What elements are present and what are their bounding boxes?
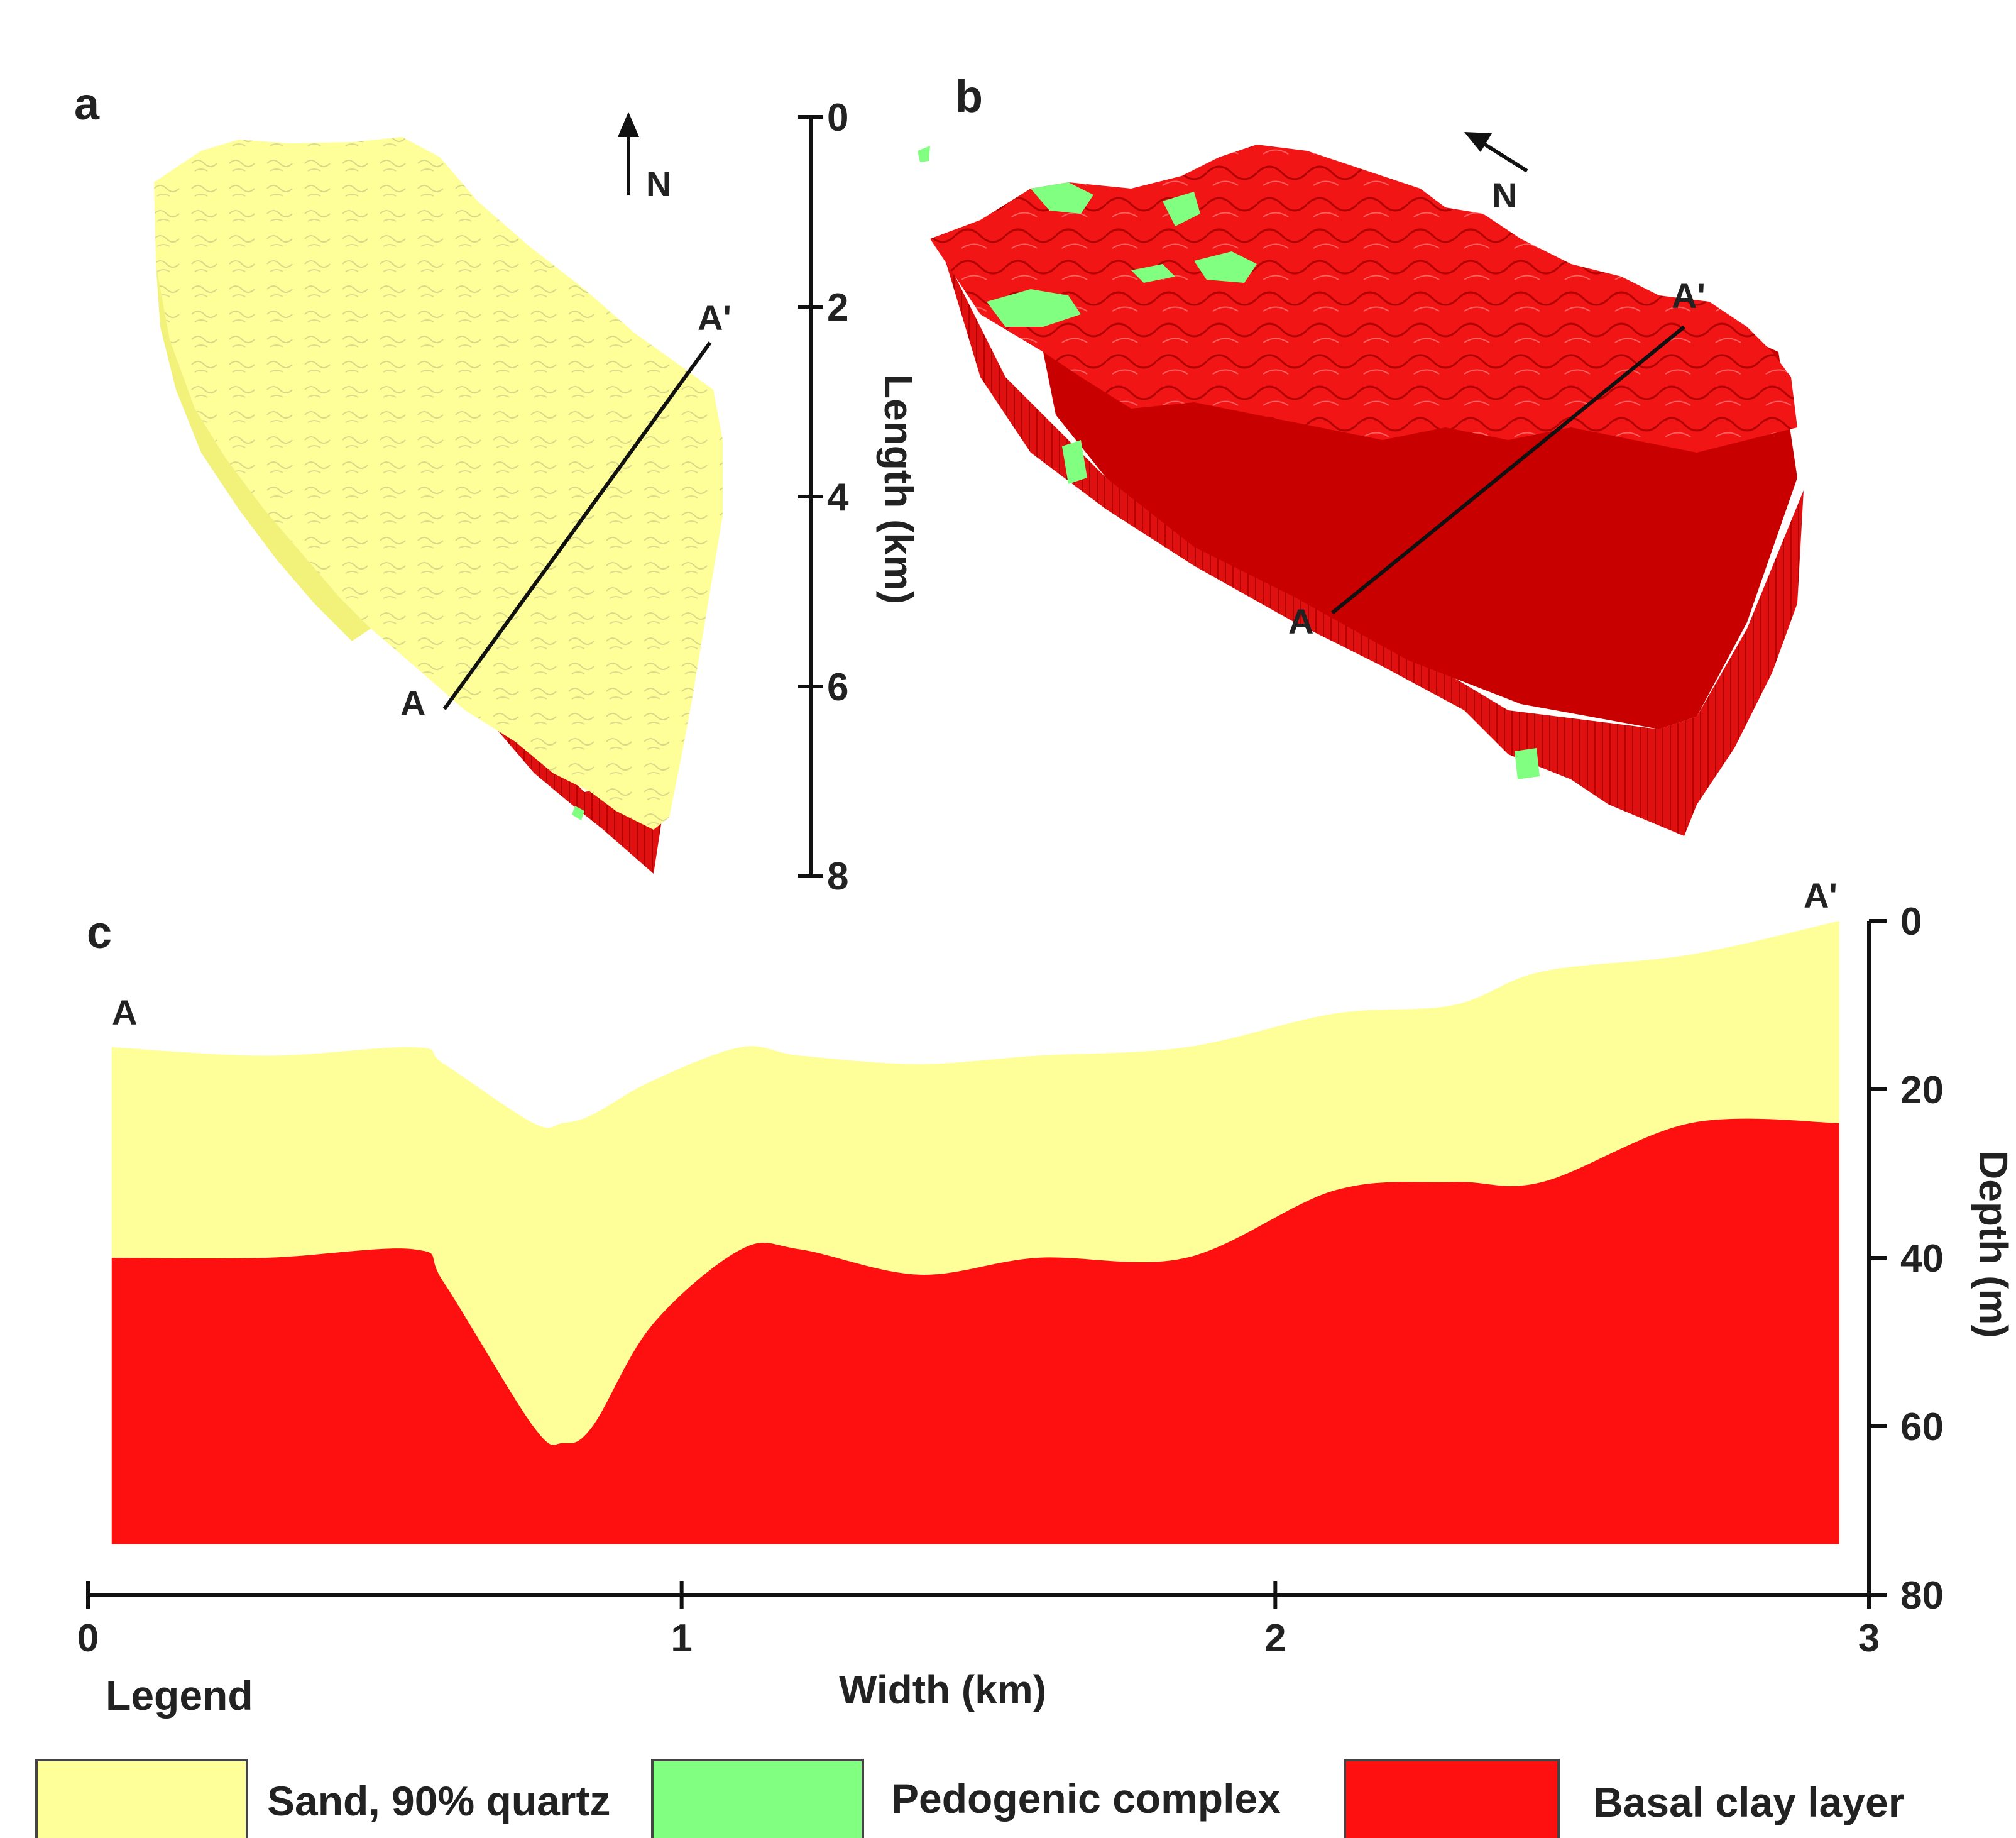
length-tick-label-4: 4: [827, 476, 849, 519]
width-tick-label: 3: [1858, 1617, 1880, 1660]
width-axis-title: Width (km): [839, 1667, 1046, 1712]
panel-a-sand-surface: [154, 137, 723, 830]
panel-a-north-label: N: [646, 164, 671, 204]
basal-clay-layer-area: [111, 1118, 1839, 1544]
legend-swatch-basal-clay: [1344, 1759, 1560, 1838]
panel-b-pedogenic-patch: [987, 289, 1081, 327]
panel-a-label: a: [74, 79, 100, 129]
width-tick-label: 1: [671, 1617, 692, 1660]
length-tick-label-8: 8: [827, 855, 848, 898]
section-layers: [111, 921, 1839, 1544]
panel-c: c A A' 0 1 2 3 Width (km) 0 20 40 60 80 Depth (…: [77, 876, 2016, 1712]
panel-a-pedogenic-patch: [572, 806, 584, 820]
legend-swatch-sand: [35, 1759, 248, 1838]
width-tick-label: 0: [77, 1617, 99, 1660]
depth-axis-title: Depth (m): [1971, 1150, 2016, 1338]
width-axis-ticks: 0 1 2 3: [77, 1581, 1880, 1660]
section-point-a: A: [112, 993, 137, 1032]
legend-title: Legend: [106, 1672, 253, 1719]
panel-b-pedogenic-patch: [1163, 192, 1200, 226]
depth-tick-label: 80: [1900, 1574, 1944, 1617]
panel-b-north-arrow: [1464, 132, 1528, 173]
panel-b-section-line: [1331, 325, 1685, 615]
panel-b-north-label: N: [1492, 175, 1517, 215]
panel-b-point-a-prime: A': [1672, 276, 1706, 316]
length-tick-label-6: 6: [827, 666, 848, 709]
legend: Legend Sand, 90% quartz Pedogenic comple…: [35, 1672, 1904, 1838]
legend-label-pedogenic: Pedogenic complex: [891, 1775, 1281, 1822]
panel-b-upper-surface: [930, 145, 1797, 453]
panel-b-pedogenic-patch: [918, 146, 930, 162]
section-point-a-prime: A': [1804, 876, 1838, 915]
legend-swatch-pedogenic: [651, 1759, 864, 1838]
panel-c-label: c: [87, 908, 112, 958]
length-axis-title: Length (km): [876, 374, 921, 604]
length-tick-label-2: 2: [827, 286, 848, 329]
panel-b-pedogenic-patch: [1194, 251, 1257, 283]
depth-tick-label: 40: [1900, 1237, 1944, 1280]
width-tick-label: 2: [1264, 1617, 1286, 1660]
depth-axis-ticks: 0 20 40 60 80: [1869, 900, 1944, 1617]
length-tick-label-0: 0: [827, 96, 848, 140]
panel-b-point-a: A: [1288, 602, 1313, 641]
length-scale: 0 2 4 6 8 Length (km): [798, 96, 921, 898]
legend-label-sand: Sand, 90% quartz: [267, 1778, 610, 1824]
panel-a-north-arrow: [618, 112, 639, 195]
depth-tick-label: 0: [1900, 900, 1922, 944]
panel-b-label: b: [955, 72, 983, 122]
panel-a-section-line: [442, 341, 712, 710]
panel-b-pedogenic-patch: [1515, 748, 1540, 779]
depth-tick-label: 60: [1900, 1406, 1944, 1449]
panel-b-pedogenic-patch: [1131, 264, 1175, 283]
panel-a-point-a: A: [400, 683, 425, 723]
panel-b-pedogenic-patch: [1062, 440, 1087, 484]
panel-b-pedogenic-patch: [1031, 182, 1093, 214]
legend-label-basal-clay: Basal clay layer: [1593, 1779, 1904, 1825]
depth-tick-label: 20: [1900, 1069, 1944, 1112]
panel-a-point-a-prime: A': [698, 298, 731, 338]
panel-b: b N A A': [918, 72, 1804, 836]
panel-a: a N A A': [74, 79, 731, 874]
